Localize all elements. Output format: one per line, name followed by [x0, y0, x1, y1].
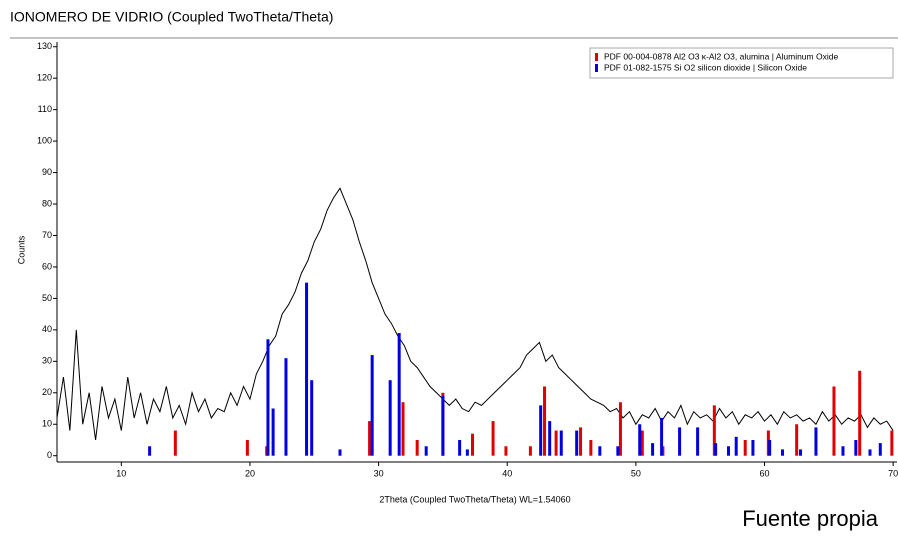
reference-stick — [539, 405, 543, 456]
legend-label: PDF 01-082-1575 Si O2 silicon dioxide | … — [604, 62, 807, 72]
reference-stick — [734, 436, 738, 456]
reference-stick — [148, 446, 152, 456]
reference-stick — [504, 446, 508, 456]
y-tick-label: 100 — [37, 135, 52, 145]
y-tick-label: 110 — [38, 104, 52, 114]
reference-stick — [543, 386, 547, 456]
reference-stick — [338, 449, 342, 456]
reference-stick — [814, 427, 818, 456]
reference-stick — [266, 339, 270, 456]
reference-stick — [559, 430, 563, 456]
reference-stick — [751, 439, 755, 456]
x-tick-label: 60 — [759, 468, 769, 478]
x-tick-label: 10 — [116, 468, 126, 478]
reference-stick — [415, 439, 419, 456]
legend-box — [589, 47, 894, 79]
reference-stick — [401, 402, 405, 456]
x-tick-label: 40 — [502, 468, 512, 478]
reference-stick — [712, 405, 716, 456]
reference-stick — [305, 282, 309, 456]
reference-stick — [465, 449, 469, 456]
y-tick-label: 20 — [42, 387, 52, 397]
legend-swatch — [595, 64, 598, 72]
y-tick-label: 60 — [42, 261, 52, 271]
reference-stick — [589, 439, 593, 456]
reference-stick — [781, 449, 785, 456]
y-tick-label: 0 — [47, 450, 52, 460]
reference-stick — [638, 424, 642, 456]
y-tick-label: 70 — [42, 230, 52, 240]
reference-stick — [890, 430, 894, 456]
y-tick-label: 40 — [42, 324, 52, 334]
y-tick-label: 10 — [42, 419, 52, 429]
reference-stick — [878, 443, 882, 456]
caption: Fuente propia — [742, 506, 879, 531]
reference-stick — [310, 380, 314, 456]
reference-stick — [618, 402, 622, 456]
y-tick-label: 90 — [42, 167, 52, 177]
reference-stick — [640, 430, 644, 456]
reference-stick — [388, 380, 392, 456]
reference-stick — [696, 427, 700, 456]
reference-stick — [575, 430, 579, 456]
reference-stick — [579, 427, 583, 456]
x-axis-label: 2Theta (Coupled TwoTheta/Theta) WL=1.540… — [379, 494, 570, 504]
chart-title: IONOMERO DE VIDRIO (Coupled TwoTheta/The… — [10, 9, 333, 25]
reference-stick — [858, 370, 862, 456]
reference-stick — [284, 358, 288, 456]
y-tick-label: 130 — [37, 41, 52, 51]
legend-label: PDF 00-004-0878 Al2 O3 κ-Al2 O3, alumina… — [604, 51, 838, 61]
x-tick-label: 20 — [245, 468, 255, 478]
reference-stick — [795, 424, 799, 456]
reference-stick — [651, 443, 655, 456]
reference-stick — [548, 421, 552, 456]
legend-swatch — [595, 53, 598, 61]
reference-stick — [491, 421, 495, 456]
reference-stick — [768, 439, 772, 456]
y-axis-label: Counts — [16, 235, 26, 264]
reference-stick — [660, 417, 664, 456]
reference-stick — [832, 386, 836, 456]
reference-stick — [854, 439, 858, 456]
reference-stick — [458, 439, 462, 456]
reference-stick — [598, 446, 602, 456]
reference-stick — [714, 443, 718, 456]
reference-stick — [173, 430, 177, 456]
reference-stick — [271, 408, 275, 456]
reference-stick — [841, 446, 845, 456]
y-tick-label: 30 — [42, 356, 52, 366]
y-tick-label: 120 — [37, 73, 52, 83]
reference-stick — [470, 433, 474, 456]
reference-stick — [743, 439, 747, 456]
reference-stick — [441, 395, 445, 456]
x-tick-label: 50 — [631, 468, 641, 478]
reference-stick — [726, 446, 730, 456]
reference-stick — [799, 449, 803, 456]
reference-stick — [245, 439, 249, 456]
reference-stick — [370, 355, 374, 456]
reference-stick — [424, 446, 428, 456]
reference-stick — [678, 427, 682, 456]
reference-stick — [397, 333, 401, 456]
reference-stick — [554, 430, 558, 456]
reference-stick — [368, 421, 372, 456]
reference-stick — [868, 449, 872, 456]
x-tick-label: 30 — [374, 468, 384, 478]
pattern-line — [56, 187, 894, 441]
x-tick-label: 70 — [888, 468, 898, 478]
reference-stick — [528, 446, 532, 456]
y-tick-label: 50 — [42, 293, 52, 303]
y-tick-label: 80 — [42, 198, 52, 208]
reference-stick — [616, 446, 620, 456]
